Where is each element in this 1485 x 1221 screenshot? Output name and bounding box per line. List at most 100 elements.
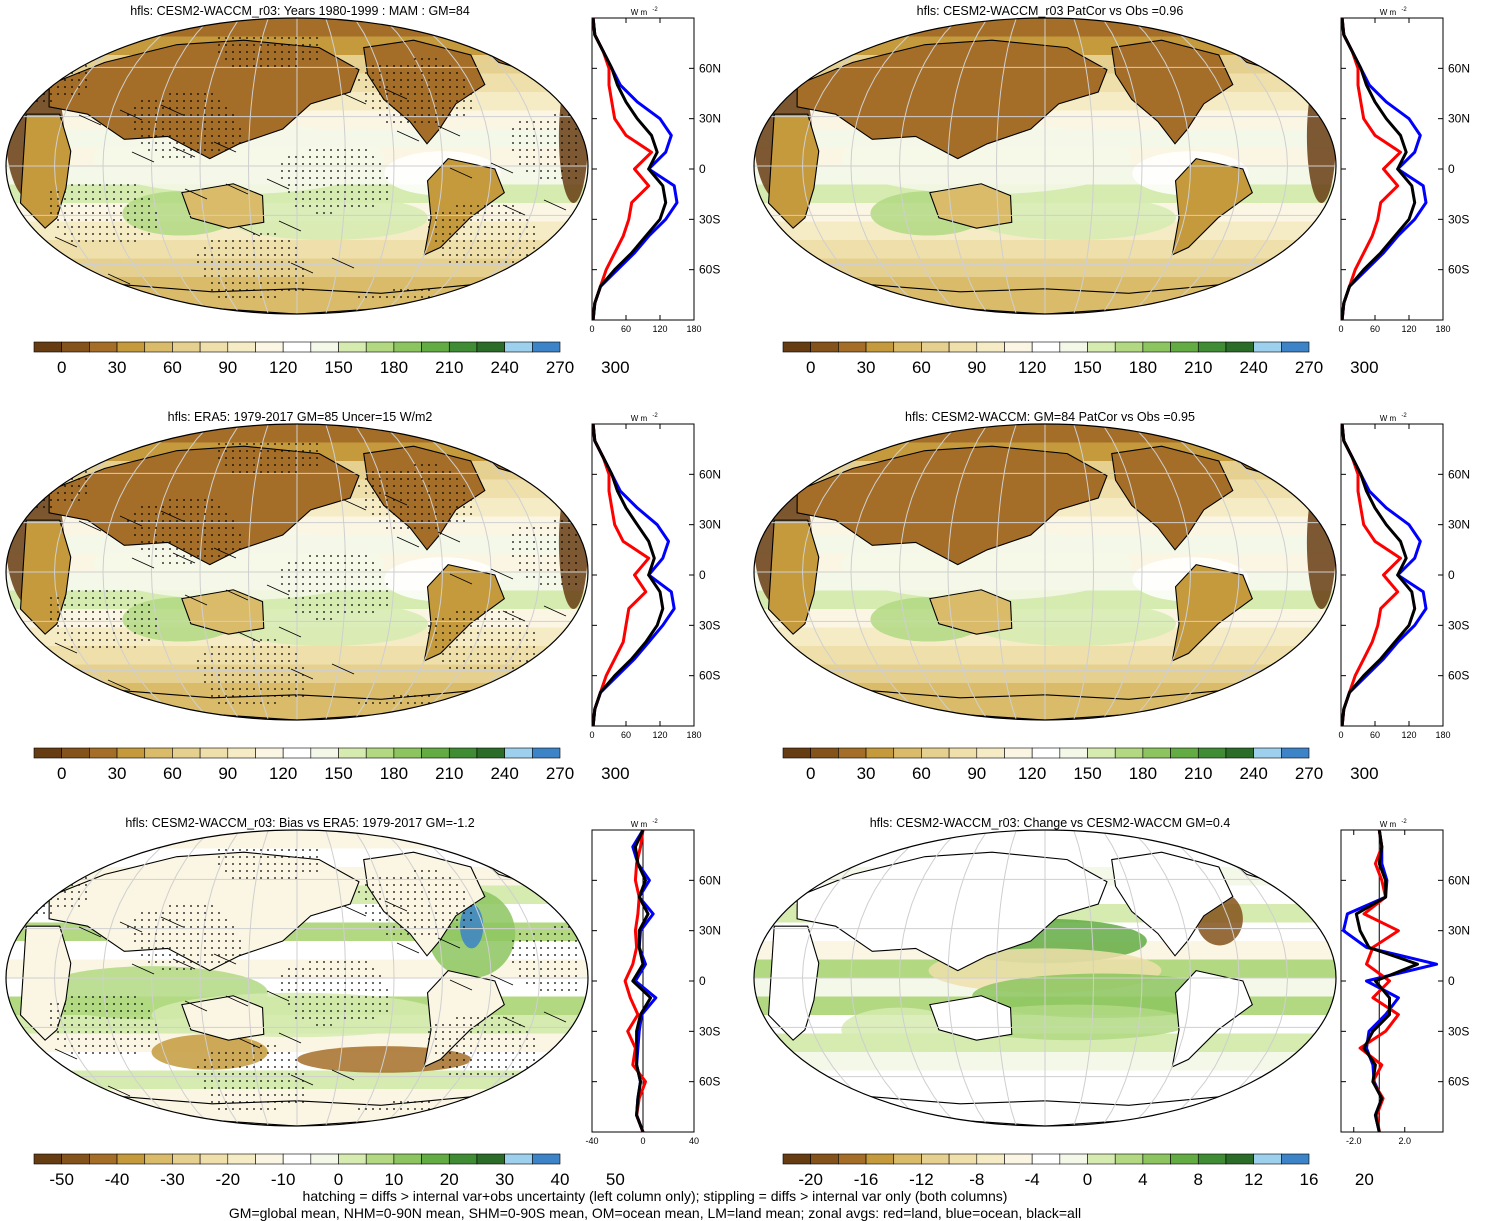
- hatch-line: [172, 958, 196, 970]
- stipple-dot: [15, 268, 17, 270]
- lat-tick-label: 0: [699, 568, 706, 582]
- stipple-dot: [463, 226, 465, 228]
- stipple-dot: [22, 688, 24, 690]
- stipple-dot: [477, 443, 479, 445]
- stipple-dot: [183, 926, 185, 928]
- stipple-dot: [358, 975, 360, 977]
- stipple-dot: [218, 961, 220, 963]
- stipple-dot: [218, 457, 220, 459]
- colorbar-swatch: [61, 1153, 90, 1165]
- stipple-dot: [99, 1038, 101, 1040]
- lat-tick-label: 30S: [699, 212, 720, 226]
- stipple-dot: [239, 1087, 241, 1089]
- stipple-dot: [379, 198, 381, 200]
- stipple-dot: [477, 646, 479, 648]
- graticule-meridian: [382, 18, 444, 314]
- stipple-dot: [232, 856, 234, 858]
- stipple-dot: [358, 296, 360, 298]
- stipple-dot: [106, 205, 108, 207]
- stipple-dot: [211, 268, 213, 270]
- stipple-dot: [547, 156, 549, 158]
- stipple-dot: [456, 1073, 458, 1075]
- stipple-dot: [575, 170, 577, 172]
- colorbar-0: 0 30 60 90 120 150 180 210 240 270 300: [33, 341, 630, 377]
- stipple-dot: [71, 1038, 73, 1040]
- stipple-dot: [253, 1108, 255, 1110]
- panel-title-era5: hfls: ERA5: 1979-2017 GM=85 Uncer=15 W/m…: [167, 410, 433, 424]
- stipple-dot: [316, 170, 318, 172]
- stipple-dot: [36, 681, 38, 683]
- hatch-line: [396, 130, 420, 142]
- stipple-dot: [393, 695, 395, 697]
- stipple-dot: [120, 184, 122, 186]
- stipple-dot: [57, 205, 59, 207]
- stipple-dot: [148, 1010, 150, 1012]
- stipple-dot: [295, 870, 297, 872]
- stipple-dot: [50, 863, 52, 865]
- stipple-dot: [183, 534, 185, 536]
- colorbar-tick-label: 210: [435, 358, 463, 377]
- stipple-dot: [365, 485, 367, 487]
- stipple-dot: [78, 471, 80, 473]
- stipple-dot: [36, 1080, 38, 1082]
- stipple-dot: [267, 254, 269, 256]
- stipple-dot: [561, 135, 563, 137]
- hatch-line: [384, 494, 408, 506]
- stipple-dot: [491, 240, 493, 242]
- stipple-dot: [428, 926, 430, 928]
- stipple-dot: [78, 604, 80, 606]
- stipple-dot: [330, 1003, 332, 1005]
- stipple-dot: [225, 541, 227, 543]
- stipple-dot: [274, 681, 276, 683]
- stipple-dot: [106, 219, 108, 221]
- stipple-dot: [239, 660, 241, 662]
- stipple-dot: [225, 954, 227, 956]
- stipple-dot: [491, 618, 493, 620]
- map-panel-1: [753, 17, 1337, 315]
- stipple-dot: [78, 597, 80, 599]
- stipple-dot: [43, 681, 45, 683]
- stipple-dot: [148, 219, 150, 221]
- hatch-line: [502, 610, 526, 622]
- colorbar-swatch: [282, 747, 312, 759]
- stipple-dot: [211, 289, 213, 291]
- stipple-dot: [246, 1087, 248, 1089]
- stipple-dot: [575, 163, 577, 165]
- stipple-dot: [316, 450, 318, 452]
- stipple-dot: [540, 177, 542, 179]
- stipple-dot: [498, 219, 500, 221]
- stipple-dot: [134, 1017, 136, 1019]
- stipple-dot: [134, 940, 136, 942]
- stipple-dot: [372, 471, 374, 473]
- stipple-dot: [316, 58, 318, 60]
- stipple-dot: [505, 219, 507, 221]
- stipple-dot: [442, 926, 444, 928]
- stipple-dot: [323, 590, 325, 592]
- stipple-dot: [547, 142, 549, 144]
- stipple-dot: [36, 1108, 38, 1110]
- colorbar-swatch: [1087, 747, 1116, 759]
- stipple-dot: [71, 611, 73, 613]
- stipple-dot: [50, 485, 52, 487]
- zonal-series-land: [1340, 17, 1402, 321]
- stipple-dot: [57, 471, 59, 473]
- stipple-dot: [449, 1059, 451, 1061]
- stipple-dot: [428, 492, 430, 494]
- colorbar-swatch: [810, 1153, 839, 1165]
- stipple-dot: [407, 100, 409, 102]
- stipple-dot: [57, 1108, 59, 1110]
- continent-outline: [181, 589, 265, 635]
- stipple-dot: [463, 646, 465, 648]
- stipple-dot: [372, 156, 374, 158]
- stipple-dot: [365, 100, 367, 102]
- stipple-dot: [379, 177, 381, 179]
- stipple-dot: [211, 1087, 213, 1089]
- stipple-dot: [554, 982, 556, 984]
- stipple-dot: [358, 982, 360, 984]
- stipple-dot: [225, 289, 227, 291]
- stipple-dot: [449, 1052, 451, 1054]
- field-blob: [558, 69, 588, 204]
- stipple-dot: [183, 520, 185, 522]
- stipple-dot: [393, 933, 395, 935]
- stipple-dot: [442, 1059, 444, 1061]
